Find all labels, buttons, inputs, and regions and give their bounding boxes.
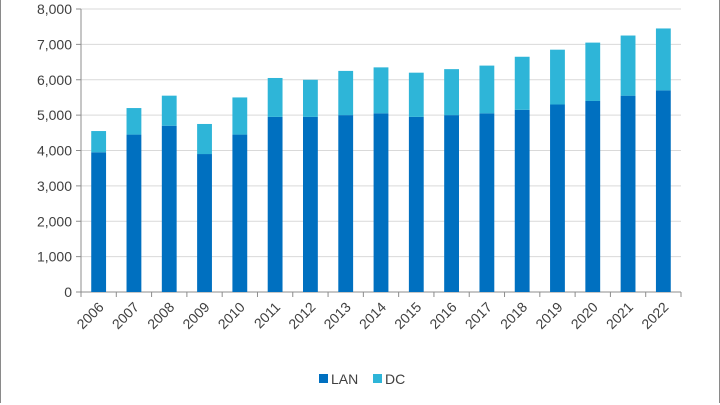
bar-lan-2017 xyxy=(479,113,495,292)
x-tick-label: 2010 xyxy=(215,299,248,332)
bar-dc-2017 xyxy=(479,65,495,114)
bar-lan-2007 xyxy=(126,134,142,292)
bar-lan-2012 xyxy=(303,116,318,292)
y-tick-label: 5,000 xyxy=(37,107,72,123)
bar-dc-2014 xyxy=(373,67,389,114)
x-tick-label: 2015 xyxy=(391,299,424,332)
x-tick-label: 2018 xyxy=(497,299,530,332)
bar-lan-2010 xyxy=(232,134,248,292)
y-tick-label: 7,000 xyxy=(37,36,72,52)
x-tick-label: 2012 xyxy=(285,299,318,332)
x-tick-label: 2007 xyxy=(109,299,142,332)
x-tick-label: 2014 xyxy=(356,299,389,332)
y-tick-labels: 0 1,000 2,000 3,000 4,000 5,000 6,000 7,000 8,00… xyxy=(37,1,72,300)
x-tick-label: 2011 xyxy=(251,299,284,332)
bar-dc-2008 xyxy=(161,95,177,126)
bar-dc-2013 xyxy=(338,70,354,116)
x-tick-labels: 2006 2007 2008 2009 2010 2011 2012 2013 2014 2015… xyxy=(73,299,671,332)
bar-dc-2006 xyxy=(91,131,107,153)
y-tick-label: 0 xyxy=(64,284,72,300)
x-tick-label: 2009 xyxy=(179,299,212,332)
bar-dc-2007 xyxy=(126,108,142,135)
bar-lan-2014 xyxy=(373,113,389,292)
bar-lan-2015 xyxy=(408,116,424,292)
bar-dc-2015 xyxy=(408,72,424,117)
bar-dc-2021 xyxy=(620,35,636,96)
x-tick-label: 2006 xyxy=(73,299,106,332)
x-tick-label: 2021 xyxy=(603,299,636,332)
bar-dc-2018 xyxy=(514,56,530,110)
bar-lan-2019 xyxy=(550,104,565,292)
bar-lan-2009 xyxy=(197,154,212,292)
y-tick-label: 1,000 xyxy=(37,249,72,265)
axes xyxy=(76,8,682,297)
y-tick-label: 6,000 xyxy=(37,72,72,88)
bar-lan-2022 xyxy=(655,90,671,292)
y-tick-label: 4,000 xyxy=(37,143,72,159)
bar-lan-2018 xyxy=(514,109,530,292)
x-tick-label: 2013 xyxy=(320,299,353,332)
legend-label-lan: LAN xyxy=(331,371,358,387)
x-tick-label: 2019 xyxy=(532,299,565,332)
bar-dc-2011 xyxy=(267,77,283,117)
bar-dc-2012 xyxy=(303,79,318,117)
y-tick-label: 2,000 xyxy=(37,213,72,229)
x-tick-label: 2008 xyxy=(144,299,177,332)
y-tick-label: 3,000 xyxy=(37,178,72,194)
bar-lan-2020 xyxy=(585,100,601,292)
bar-dc-2009 xyxy=(197,123,212,155)
x-tick-label: 2017 xyxy=(462,299,495,332)
bar-dc-2022 xyxy=(655,28,671,91)
legend-swatch-dc xyxy=(373,374,382,383)
bar-dc-2020 xyxy=(585,42,601,101)
bar-lan-2021 xyxy=(620,95,636,292)
y-tick-label: 8,000 xyxy=(37,1,72,17)
x-tick-label: 2016 xyxy=(426,299,459,332)
bar-lan-2008 xyxy=(161,125,177,292)
bar-lan-2006 xyxy=(91,152,107,292)
legend-label-dc: DC xyxy=(385,371,405,387)
bar-dc-2010 xyxy=(232,97,248,135)
x-tick-label: 2020 xyxy=(568,299,601,332)
legend-swatch-lan xyxy=(319,374,328,383)
bar-lan-2011 xyxy=(267,116,283,292)
bar-dc-2019 xyxy=(550,49,565,105)
bar-dc-2016 xyxy=(444,69,459,116)
bar-lan-2013 xyxy=(338,115,354,292)
bars xyxy=(91,28,671,292)
x-tick-label: 2022 xyxy=(638,299,671,332)
legend: LAN DC xyxy=(319,371,405,387)
bar-lan-2016 xyxy=(444,115,459,292)
